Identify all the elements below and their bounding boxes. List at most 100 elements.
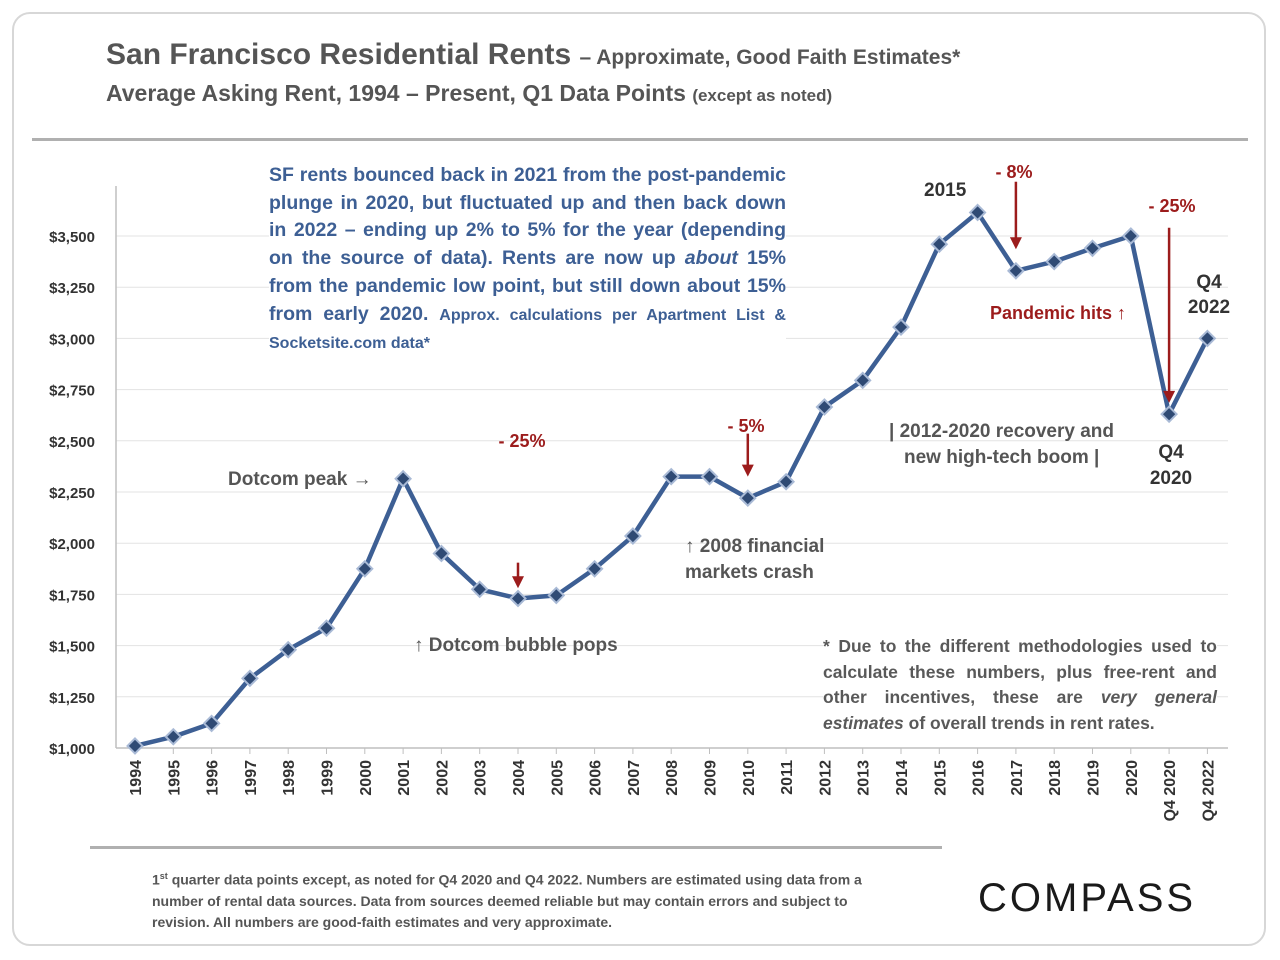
x-tick-label: 2006 [588, 760, 605, 796]
y-tick-labels: $1,000 $1,250 $1,500 $1,750 $2,000 $2,250 $2,5… [49, 229, 95, 758]
footnote-emphasis: very general estimates [823, 687, 1217, 733]
callout-emphasis: about [684, 247, 738, 270]
disclaimer-prefix: 1 [152, 871, 160, 888]
y-tick-label: $3,500 [49, 229, 95, 246]
data-point-1995 [164, 727, 183, 746]
data-point-2020 [1121, 227, 1140, 245]
x-tick-label: 2015 [932, 760, 949, 796]
data-point-2002 [432, 544, 451, 563]
y-tick-label: $1,250 [49, 690, 95, 707]
chart-subtitle: Average Asking Rent, 1994 – Present, Q1 … [106, 80, 832, 107]
x-tick-label: 2020 [1124, 760, 1141, 796]
y-tick-label: $3,000 [49, 331, 95, 348]
x-tick-label: 2002 [434, 760, 451, 796]
data-point-2015 [930, 235, 949, 254]
methodology-footnote: * Due to the different methodologies use… [823, 634, 1217, 736]
data-point-1994 [126, 737, 144, 755]
data-point-2016 [968, 203, 987, 222]
title-sub: – Approximate, Good Faith Estimates* [579, 46, 961, 69]
data-point-2008 [662, 467, 681, 486]
annotation-q4-2022-2: 2022 [1188, 297, 1230, 318]
data-point-2009 [700, 467, 719, 486]
x-tick-label: 2014 [894, 760, 911, 796]
x-tick-label: 2019 [1086, 760, 1103, 796]
x-tick-label: 2012 [817, 760, 834, 796]
slide-frame [12, 12, 1266, 946]
annotation-q4-2020-2: 2020 [1150, 468, 1192, 489]
bottom-divider [90, 846, 942, 849]
top-divider [32, 138, 1248, 141]
x-tick-label: 2010 [741, 760, 758, 796]
x-tick-label: 2001 [396, 760, 413, 796]
callout-text-1: SF rents bounced back in 2021 from the p… [269, 164, 786, 270]
data-point-2011 [777, 472, 796, 491]
title-main: San Francisco Residential Rents [106, 38, 572, 71]
data-point-2013 [853, 371, 872, 390]
data-point-2006 [585, 559, 604, 578]
x-tick-label: 1994 [128, 760, 145, 796]
data-point-2005 [547, 586, 566, 605]
x-tick-label: 2018 [1047, 760, 1064, 796]
x-tick-label: 2013 [856, 760, 873, 796]
data-point-2010 [738, 489, 757, 508]
footnote-text-2: of overall trends in rent rates. [908, 712, 1155, 733]
data-point-1999 [317, 619, 336, 638]
x-tick-label: 1995 [166, 760, 183, 796]
x-tick-label: 2008 [664, 760, 681, 796]
data-point-2017 [1006, 261, 1025, 280]
arrow-head-drop-2017 [1009, 237, 1022, 250]
arrow-head-drop-2004 [512, 576, 524, 589]
data-point-q4-2022 [1198, 329, 1217, 348]
arrow-head-drop-q4-2020 [1163, 390, 1176, 403]
x-tick-label: 2017 [1009, 760, 1026, 796]
x-tick-label: 2016 [971, 760, 988, 796]
callout-text-2: 15% from the pandemic low point, but sti… [269, 247, 787, 325]
subtitle-note: (except as noted) [692, 86, 833, 105]
data-point-2001 [394, 469, 413, 488]
x-tick-label: 1999 [320, 760, 337, 796]
disclaimer-body: quarter data points except, as noted for… [152, 871, 862, 930]
summary-callout: SF rents bounced back in 2021 from the p… [269, 162, 786, 358]
chart-title: San Francisco Residential Rents – Approx… [106, 38, 960, 72]
annotation-2015: 2015 [924, 180, 967, 201]
annotation-drop-2004: - 25% [498, 431, 545, 451]
annotation-drop-q4-2020: - 25% [1148, 196, 1195, 216]
y-tick-label: $1,000 [49, 741, 95, 758]
annotation-dotcom-peak: Dotcom peak → [228, 469, 372, 490]
annotation-recovery-1: | 2012-2020 recovery and [889, 421, 1114, 442]
x-tick-label: 2004 [511, 760, 528, 796]
x-tick-label: 2009 [703, 760, 720, 796]
disclaimer-superscript: st [159, 871, 168, 881]
annotation-drop-2010: - 5% [727, 416, 764, 436]
axes [115, 186, 1228, 754]
data-point-2012 [815, 398, 834, 416]
annotation-q4-2020-1: Q4 [1158, 442, 1184, 463]
y-tick-label: $2,500 [49, 434, 95, 451]
y-tick-label: $2,250 [49, 485, 95, 502]
annotation-recovery-2: new high-tech boom | [904, 447, 1099, 468]
data-point-2019 [1083, 239, 1102, 258]
x-tick-label: 1996 [205, 760, 222, 796]
data-point-1996 [202, 714, 221, 733]
x-tick-label: 2000 [358, 760, 375, 796]
compass-logo: COMPASS [978, 876, 1197, 920]
data-point-2003 [470, 580, 489, 599]
x-tick-label: 2005 [549, 760, 566, 796]
annotation-arrows [512, 181, 1176, 589]
y-tick-label: $1,500 [49, 639, 95, 656]
y-tick-label: $1,750 [49, 587, 95, 604]
data-point-2018 [1045, 252, 1064, 271]
data-point-2007 [623, 527, 642, 545]
series-markers [126, 203, 1217, 755]
footnote-text-1: * Due to the different methodologies use… [823, 636, 1217, 707]
subtitle-main: Average Asking Rent, 1994 – Present, Q1 … [106, 80, 686, 106]
x-tick-label: 2011 [779, 760, 796, 795]
annotation-financial-2: markets crash [685, 562, 814, 583]
x-tick-label: 1997 [243, 760, 260, 796]
y-tick-label: $2,750 [49, 383, 95, 400]
y-tick-label: $2,000 [49, 536, 95, 553]
data-point-q4-2020 [1160, 405, 1179, 424]
annotation-dotcom-bubble: ↑ Dotcom bubble pops [414, 635, 618, 656]
x-tick-label: Q4 2020 [1162, 760, 1179, 821]
x-tick-label: 2003 [473, 760, 490, 796]
